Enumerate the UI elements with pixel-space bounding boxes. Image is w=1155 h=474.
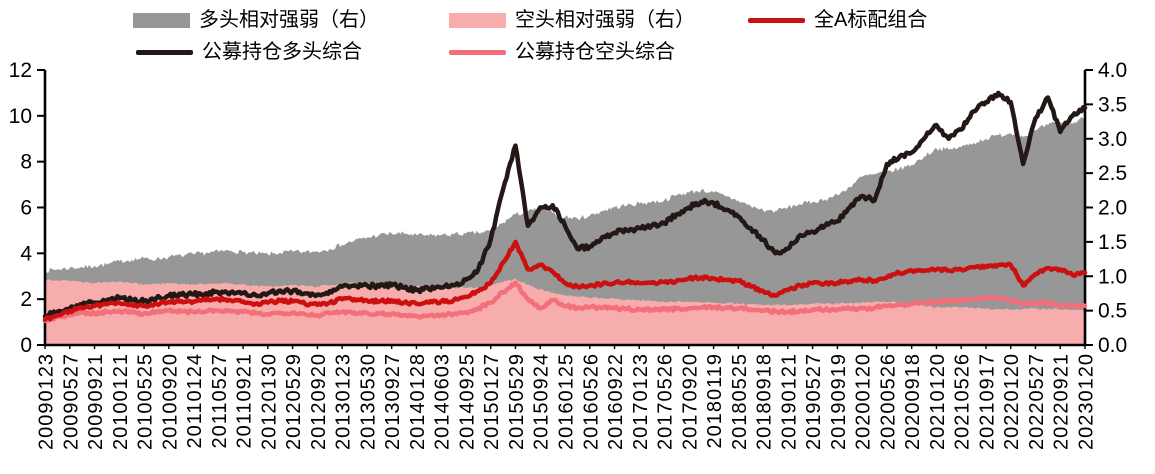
svg-text:3.5: 3.5 — [1098, 93, 1127, 116]
svg-text:20200120: 20200120 — [853, 353, 875, 450]
left-axis: 0 2 4 6 8 10 12 — [9, 59, 45, 357]
legend-label: 多头相对强弱（右） — [199, 9, 379, 31]
legend-item-fund-holdings-short-composite: 公募持仓空头综合 — [449, 40, 675, 64]
svg-text:2.5: 2.5 — [1098, 162, 1127, 185]
svg-text:20140925: 20140925 — [456, 353, 478, 450]
svg-text:20170920: 20170920 — [679, 353, 701, 450]
svg-text:20180918: 20180918 — [754, 353, 776, 450]
svg-text:20210526: 20210526 — [952, 353, 974, 450]
legend-swatch-fund-short-line — [449, 49, 506, 55]
svg-text:1.5: 1.5 — [1098, 231, 1127, 254]
svg-text:20180119: 20180119 — [704, 353, 726, 449]
svg-text:20140603: 20140603 — [432, 353, 454, 450]
svg-text:20170123: 20170123 — [630, 353, 652, 450]
legend-item-all-a-benchmark-portfolio: 全A标配组合 — [748, 8, 927, 32]
svg-text:20120920: 20120920 — [308, 353, 330, 450]
legend-label: 全A标配组合 — [814, 9, 928, 31]
svg-text:20220921: 20220921 — [1051, 353, 1073, 450]
svg-text:2.0: 2.0 — [1098, 197, 1127, 220]
chart-legend: 多头相对强弱（右） 空头相对强弱（右） 全A标配组合 公募持仓多头综合 公募持仓… — [0, 0, 1155, 70]
svg-text:20100525: 20100525 — [135, 353, 157, 450]
svg-text:20140128: 20140128 — [407, 353, 429, 450]
svg-text:20100121: 20100121 — [110, 353, 132, 450]
svg-text:20190121: 20190121 — [778, 353, 800, 450]
svg-text:20190527: 20190527 — [803, 353, 825, 450]
legend-swatch-long-strength-area — [133, 12, 190, 28]
svg-text:20130927: 20130927 — [382, 353, 404, 450]
legend-swatch-fund-long-line — [136, 49, 193, 55]
svg-text:20160125: 20160125 — [556, 353, 578, 450]
svg-text:3.0: 3.0 — [1098, 128, 1127, 151]
series-line-2 — [42, 239, 1088, 323]
svg-text:20220527: 20220527 — [1026, 353, 1048, 450]
svg-text:20110124: 20110124 — [184, 353, 206, 449]
svg-text:6: 6 — [20, 197, 32, 220]
svg-text:20090527: 20090527 — [60, 353, 82, 450]
svg-text:0: 0 — [20, 334, 32, 357]
svg-text:20170526: 20170526 — [655, 353, 677, 450]
svg-text:20100920: 20100920 — [159, 353, 181, 450]
legend-label: 空头相对强弱（右） — [515, 9, 695, 31]
svg-text:20210917: 20210917 — [976, 353, 998, 450]
svg-text:20130530: 20130530 — [357, 353, 379, 450]
svg-text:20090123: 20090123 — [36, 353, 58, 450]
legend-item-fund-holdings-long-composite: 公募持仓多头综合 — [136, 40, 362, 64]
svg-text:20200918: 20200918 — [902, 353, 924, 450]
svg-text:20150529: 20150529 — [506, 353, 528, 450]
svg-text:20120130: 20120130 — [258, 353, 280, 450]
svg-text:20150924: 20150924 — [531, 353, 553, 450]
svg-text:20220120: 20220120 — [1001, 353, 1023, 450]
svg-text:20110527: 20110527 — [209, 353, 231, 449]
svg-text:10: 10 — [9, 105, 32, 128]
legend-item-long-relative-strength: 多头相对强弱（右） — [133, 8, 379, 32]
svg-text:8: 8 — [20, 151, 32, 174]
series-line-1 — [42, 90, 1088, 319]
legend-label: 公募持仓多头综合 — [202, 41, 362, 63]
legend-swatch-short-strength-area — [449, 12, 506, 28]
svg-text:12: 12 — [9, 59, 32, 82]
svg-text:20210120: 20210120 — [927, 353, 949, 450]
svg-text:20110921: 20110921 — [234, 353, 256, 449]
svg-text:20130123: 20130123 — [333, 353, 355, 450]
svg-text:20200526: 20200526 — [877, 353, 899, 450]
legend-label: 公募持仓空头综合 — [515, 41, 675, 63]
svg-text:20150127: 20150127 — [481, 353, 503, 450]
svg-text:20190919: 20190919 — [828, 353, 850, 450]
legend-swatch-all-a-line — [748, 17, 805, 23]
svg-text:20180525: 20180525 — [729, 353, 751, 450]
svg-text:20230120: 20230120 — [1076, 353, 1098, 450]
svg-text:1.0: 1.0 — [1098, 265, 1127, 288]
svg-text:20120529: 20120529 — [283, 353, 305, 450]
legend-item-short-relative-strength: 空头相对强弱（右） — [449, 8, 695, 32]
svg-text:20090921: 20090921 — [85, 353, 107, 450]
right-axis: 0.0 0.5 1.0 1.5 2.0 2.5 3.0 3.5 4.0 — [1085, 59, 1127, 357]
series-line-0 — [42, 280, 1088, 324]
svg-text:4.0: 4.0 — [1098, 59, 1127, 82]
svg-text:0.5: 0.5 — [1098, 300, 1127, 323]
svg-text:0.0: 0.0 — [1098, 334, 1127, 357]
x-axis: 20090123 20090527 20090921 20100121 20100525… — [36, 345, 1098, 450]
svg-text:20160526: 20160526 — [580, 353, 602, 450]
svg-text:2: 2 — [20, 288, 32, 311]
svg-text:20160922: 20160922 — [605, 353, 627, 450]
svg-text:4: 4 — [20, 242, 32, 265]
